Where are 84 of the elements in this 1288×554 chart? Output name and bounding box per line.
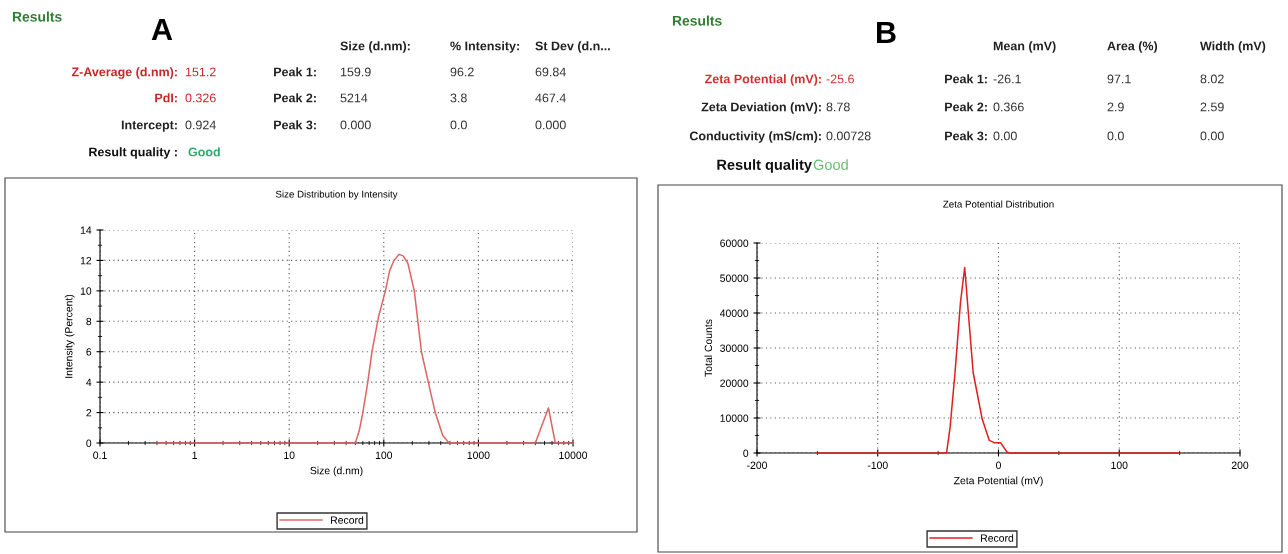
x-tick-label: -200 [747,461,768,469]
text: 2.9 [1107,102,1124,112]
text: Intercept: [121,120,177,132]
text: Z-Average (d.nm): [71,67,177,79]
legend-label: Record [981,534,1014,542]
text: Good [813,159,848,170]
y-tick-label: 12 [80,256,92,265]
x-tick-label: 0.1 [93,451,107,459]
y-tick-label: 2 [86,409,92,417]
text: 5214 [340,93,368,103]
y-tick-label: 10 [80,287,92,295]
chart-title: Size Distribution by Intensity [275,190,398,200]
x-tick-label: 10 [284,451,295,459]
x-tick-label: 0 [996,461,1001,469]
text: 0.924 [185,120,216,130]
x-tick-label: 200 [1231,461,1249,469]
text: 0.326 [185,93,216,103]
x-tick-label: 100 [1111,461,1128,469]
text: 0.000 [340,120,371,130]
text: Zeta Deviation (mV): [701,102,821,114]
text: Conductivity (mS/cm): [689,131,821,143]
text: Width (mV) [1200,41,1266,53]
text: 0.00 [993,131,1017,141]
text: Result quality : [89,147,177,159]
text: Peak 2: [274,93,316,103]
text: Peak 1: [945,74,987,84]
text: -26.1 [993,74,1021,84]
text: Area (%) [1107,41,1158,53]
text: -25.6 [826,74,854,84]
text: 0.0 [1107,131,1124,141]
text: 151.2 [185,67,216,77]
text: Peak 3: [274,120,316,130]
text: B [877,21,896,43]
x-tick-label: 1000 [467,451,490,459]
y-tick-label: 8 [86,317,92,326]
text: 0.00728 [826,131,871,141]
text: Peak 3: [945,131,987,141]
y-tick-label: 10000 [720,414,749,422]
y-tick-label: 0 [86,439,92,447]
text: 69.84 [535,67,566,77]
text: 159.9 [340,67,371,77]
x-axis-title: Size (d.nm) [310,466,363,477]
text: 3.8 [450,93,467,103]
y-tick-label: 50000 [720,274,749,282]
chart-title: Zeta Potential Distribution [943,200,1054,208]
y-tick-label: 6 [86,348,92,356]
text: 97.1 [1107,74,1131,84]
x-tick-label: -100 [867,461,888,469]
text: Mean (mV) [993,41,1056,53]
text: 8.78 [826,102,850,112]
text: 96.2 [450,67,474,77]
y-tick-label: 14 [80,226,92,234]
y-tick-label: 40000 [719,309,749,317]
text: 2.59 [1200,102,1224,112]
line-series [816,266,1181,454]
text: PdI: [155,93,177,103]
x-tick-label: 10000 [559,451,588,459]
text: Zeta Potential (mV): [705,74,821,86]
text: 0.00 [1200,131,1224,141]
y-axis-title: Intensity (Percent) [64,294,75,378]
x-tick-label: 100 [375,451,393,459]
legend-label: Record [331,516,364,524]
y-tick-label: 60000 [720,239,749,247]
text: 8.02 [1200,74,1224,84]
y-axis-title: Total Counts [704,319,713,377]
x-axis-title: Zeta Potential (mV) [953,476,1043,487]
text: Good [188,147,220,157]
text: 0.000 [535,120,566,130]
text: A [151,18,173,40]
y-tick-label: 20000 [720,379,749,387]
text: Size (d.nm): [340,41,410,53]
text: Result quality [717,159,812,173]
text: 0.366 [993,102,1024,112]
y-tick-label: 30000 [720,344,749,352]
text: Peak 2: [945,102,987,112]
text: % Intensity: [450,41,519,53]
y-tick-label: 4 [86,378,92,386]
text: Peak 1: [274,67,316,77]
text: 467.4 [535,93,566,103]
text: 0.0 [450,120,467,130]
x-tick-label: 1 [192,451,197,459]
text: Results [12,11,62,22]
text: Results [672,15,722,26]
text: St Dev (d.n... [535,41,610,53]
